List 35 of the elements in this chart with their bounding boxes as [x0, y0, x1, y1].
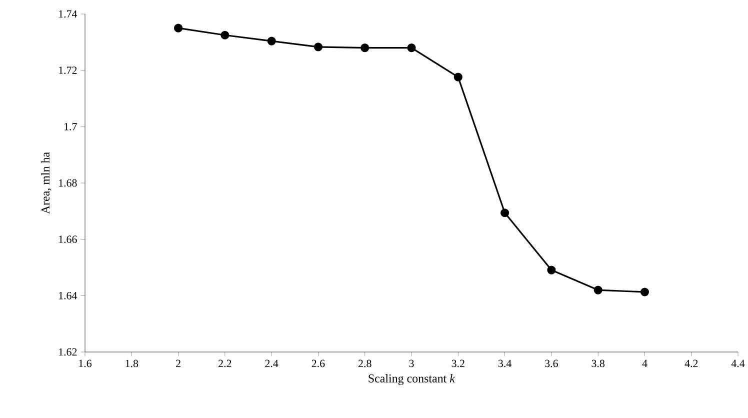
y-axis-title: Area, mln ha — [41, 152, 52, 214]
x-tick-label: 4.4 — [731, 360, 745, 368]
x-tick-label: 3 — [409, 360, 414, 368]
x-tick-label: 3.4 — [498, 360, 512, 368]
point — [640, 288, 650, 296]
x-tick-label: 4 — [642, 360, 648, 367]
x-tick-label: 2.8 — [358, 360, 372, 368]
x-tick-label: 2 — [176, 360, 180, 368]
point — [407, 44, 416, 52]
point — [454, 72, 462, 82]
y-tick-label: 1.74 — [59, 10, 78, 18]
x-tick-label: 3.2 — [452, 360, 464, 368]
point — [360, 44, 370, 52]
y-tick-label: 1.62 — [59, 348, 77, 356]
x-tick-label: 1.6 — [79, 360, 92, 368]
x-tick-label: 2.2 — [218, 360, 232, 368]
point — [594, 286, 602, 294]
y-tick-label: 1.72 — [59, 66, 77, 74]
y-tick-label: 1.64 — [59, 292, 78, 300]
x-tick-label: 1.8 — [126, 360, 138, 368]
point — [174, 24, 183, 32]
point — [500, 208, 510, 218]
x-tick-label: 4.2 — [684, 360, 698, 368]
point — [547, 266, 556, 274]
point — [220, 30, 230, 40]
y-tick-label: 1.66 — [59, 236, 77, 244]
x-tick-label: 3.6 — [545, 360, 558, 368]
x-tick-label: 2.4 — [265, 360, 278, 368]
point — [267, 36, 276, 46]
x-tick-label: 2.6 — [312, 360, 325, 368]
x-axis-title: Scaling constant k — [368, 374, 456, 385]
point — [314, 42, 323, 52]
x-tick-label: 3.8 — [592, 360, 605, 368]
y-tick-label: 1.7 — [64, 122, 77, 130]
y-tick-label: 1.68 — [59, 179, 77, 187]
